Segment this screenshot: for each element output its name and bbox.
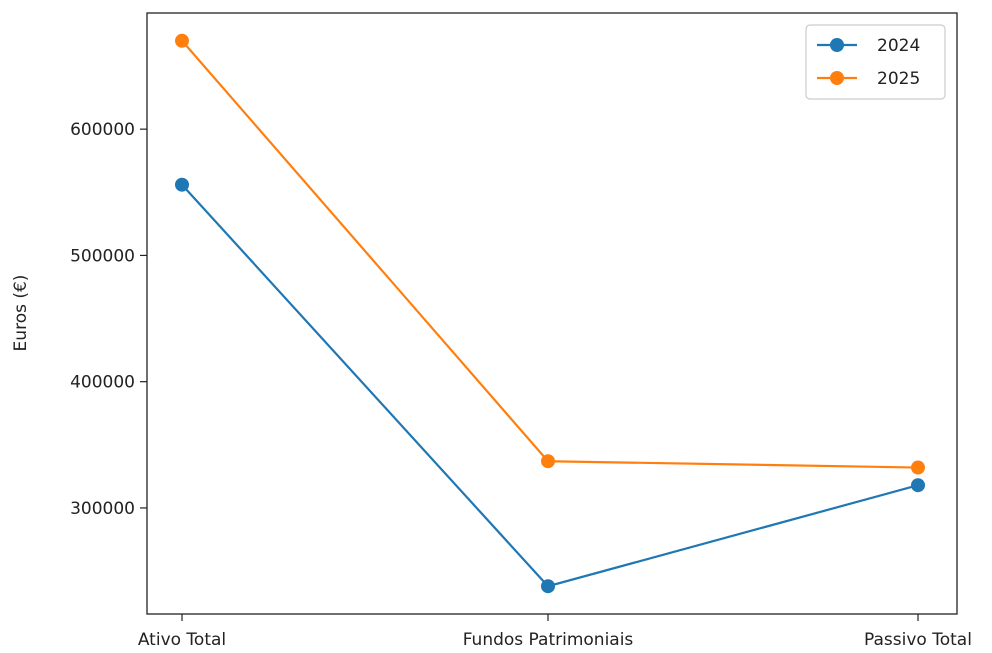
legend-label-2024: 2024 [877,36,920,56]
y-tick-label: 400000 [70,373,135,393]
legend-box [805,24,946,100]
legend-marker-2024 [830,38,844,52]
data-point-2024 [175,177,189,192]
x-axis-ticks: Ativo Total Fundos Patrimoniais Passivo To… [138,614,972,650]
y-tick-label: 500000 [70,246,135,266]
data-point-2024 [541,579,555,594]
x-tick-label: Fundos Patrimoniais [463,630,634,650]
series-layer [175,33,925,594]
plot-area [146,12,958,615]
legend-marker-2025 [830,71,844,85]
y-axis-ticks: 300000 400000 500000 600000 [70,120,147,519]
x-tick-label: Ativo Total [138,630,226,650]
data-point-2025 [175,33,189,48]
legend: 2024 2025 [805,24,946,100]
y-tick-label: 300000 [70,499,135,519]
data-point-2025 [911,460,925,475]
legend-label-2025: 2025 [877,69,920,89]
y-axis-label: Euros (€) [11,275,31,352]
data-point-2025 [541,454,555,469]
data-point-2024 [911,478,925,493]
y-tick-label: 600000 [70,120,135,140]
x-tick-label: Passivo Total [864,630,972,650]
